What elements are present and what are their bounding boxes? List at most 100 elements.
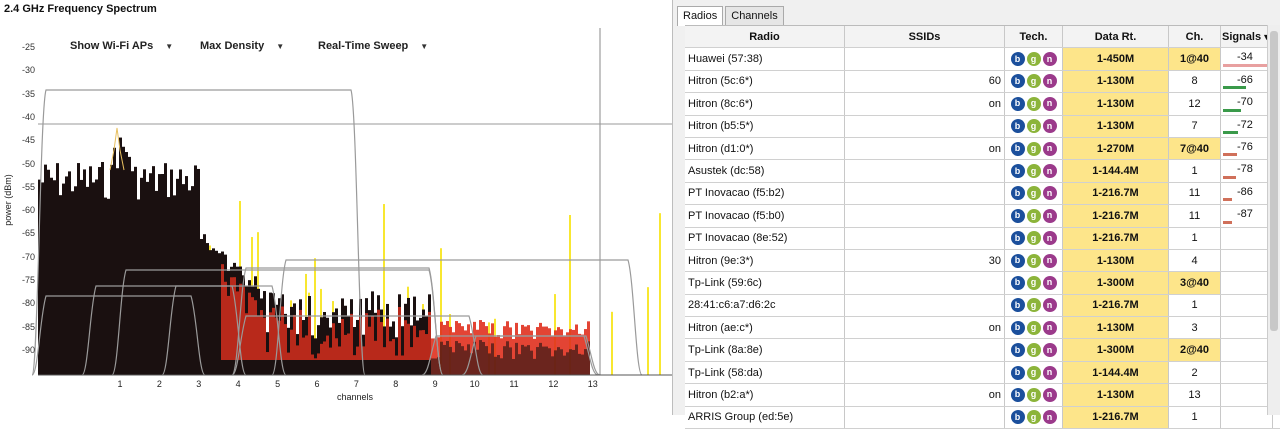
tech-b-badge-icon: b (1010, 253, 1025, 268)
table-row[interactable]: 28:41:c6:a7:d6:2c b g n 1-216.7M 1 (685, 294, 1280, 318)
table-row[interactable]: Hitron (9e:3*) 30 b g n 1-130M 4 (685, 249, 1280, 273)
signal-cell (1221, 361, 1273, 384)
column-header-radio[interactable]: Radio (685, 26, 845, 48)
tech-n-badge-icon: n (1042, 365, 1057, 380)
sort-desc-icon: ▼ (1262, 32, 1271, 42)
column-header-data-rate[interactable]: Data Rt. (1063, 26, 1169, 48)
table-row[interactable]: Huawei (57:38) b g n 1-450M 1@40 -34 (685, 48, 1280, 71)
scrollbar-thumb[interactable] (1270, 31, 1278, 331)
tech-n-badge-icon: n (1042, 74, 1057, 89)
signal-cell (1221, 317, 1273, 339)
table-row[interactable]: PT Inovacao (f5:b2) b g n 1-216.7M 11 -86 (685, 182, 1280, 206)
x-tick-label: 10 (469, 379, 480, 389)
signal-value: -34 (1237, 51, 1253, 64)
tech-g-badge-icon: g (1026, 119, 1041, 134)
tech-n-badge-icon: n (1042, 343, 1057, 358)
density-dropdown[interactable]: Max Density ▼ (200, 40, 284, 52)
table-body: Huawei (57:38) b g n 1-450M 1@40 -34 Hitron (5c… (685, 48, 1280, 429)
table-row[interactable]: Tp-Link (8a:8e) b g n 1-300M 2@40 (685, 339, 1280, 362)
tech-b-badge-icon: b (1010, 298, 1025, 313)
column-header-tech[interactable]: Tech. (1005, 26, 1063, 48)
signal-bar (1223, 198, 1232, 202)
tech-b-badge-icon: b (1010, 164, 1025, 179)
tech-g-badge-icon: g (1026, 164, 1041, 179)
data-rate: 1-216.7M (1063, 294, 1169, 317)
data-rate: 1-216.7M (1063, 205, 1169, 227)
show-wifi-aps-dropdown[interactable]: Show Wi-Fi APs ▼ (70, 40, 173, 52)
radio-name: Hitron (b5:5*) (685, 115, 845, 137)
tab-channels[interactable]: Channels (725, 6, 784, 26)
spectrum-title: 2.4 GHz Frequency Spectrum (4, 3, 157, 15)
vertical-scrollbar[interactable] (1267, 25, 1280, 415)
radio-name: Tp-Link (8a:8e) (685, 339, 845, 361)
tech-g-badge-icon: g (1026, 275, 1041, 290)
column-header-ssids[interactable]: SSIDs (845, 26, 1005, 48)
signal-value: -87 (1237, 208, 1253, 221)
table-row[interactable]: Hitron (b2:a*) on b g n 1-130M 13 (685, 384, 1280, 407)
tech-n-badge-icon: n (1042, 164, 1057, 179)
sweep-dropdown[interactable]: Real-Time Sweep ▼ (318, 40, 428, 52)
table-row[interactable]: Hitron (ae:c*) on b g n 1-130M 3 (685, 317, 1280, 340)
data-rate: 1-144.4M (1063, 160, 1169, 182)
tech-n-badge-icon: n (1042, 387, 1057, 402)
data-rate: 1-300M (1063, 272, 1169, 294)
channel: 3 (1169, 317, 1221, 339)
signal-bar (1223, 153, 1237, 157)
column-header-channel[interactable]: Ch. (1169, 26, 1221, 48)
ssid-cell (845, 48, 1005, 70)
tech-b-badge-icon: b (1010, 320, 1025, 335)
tab-radios[interactable]: Radios (677, 6, 724, 26)
table-row[interactable]: Hitron (d1:0*) on b g n 1-270M 7@40 -76 (685, 137, 1280, 161)
spectrum-plot[interactable] (0, 0, 672, 415)
tech-g-badge-icon: g (1026, 365, 1041, 380)
tech-g-badge-icon: g (1026, 96, 1041, 111)
signal-cell: -87 (1221, 205, 1273, 227)
channel: 8 (1169, 70, 1221, 93)
table-row[interactable]: Hitron (5c:6*) 60 b g n 1-130M 8 -66 (685, 70, 1280, 94)
y-tick-label: -55 (22, 181, 36, 192)
tech-b-badge-icon: b (1010, 275, 1025, 290)
data-rate: 1-270M (1063, 137, 1169, 160)
tech-b-badge-icon: b (1010, 343, 1025, 358)
column-header-signals[interactable]: Signals▼ (1221, 26, 1273, 48)
x-tick-label: 13 (587, 379, 598, 389)
tech-n-badge-icon: n (1042, 141, 1057, 156)
radio-name: Tp-Link (59:6c) (685, 272, 845, 294)
table-row[interactable]: Hitron (8c:6*) on b g n 1-130M 12 -70 (685, 93, 1280, 116)
radio-name: 28:41:c6:a7:d6:2c (685, 294, 845, 317)
signal-cell (1221, 294, 1273, 317)
y-tick-label: -85 (22, 321, 36, 332)
table-row[interactable]: Asustek (dc:58) b g n 1-144.4M 1 -78 (685, 160, 1280, 183)
tech-g-badge-icon: g (1026, 231, 1041, 246)
tech-b-badge-icon: b (1010, 52, 1025, 67)
radio-name: Hitron (ae:c*) (685, 317, 845, 339)
radio-name: Hitron (8c:6*) (685, 93, 845, 115)
table-row[interactable]: Hitron (b5:5*) b g n 1-130M 7 -72 (685, 115, 1280, 138)
table-row[interactable]: Tp-Link (58:da) b g n 1-144.4M 2 (685, 361, 1280, 385)
tech-n-badge-icon: n (1042, 253, 1057, 268)
channel: 7 (1169, 115, 1221, 137)
tech-g-badge-icon: g (1026, 387, 1041, 402)
signal-bar (1223, 130, 1238, 134)
x-tick-label: 2 (156, 379, 162, 389)
caret-down-icon: ▼ (420, 42, 429, 51)
table-row[interactable]: Tp-Link (59:6c) b g n 1-300M 3@40 (685, 272, 1280, 295)
table-row[interactable]: PT Inovacao (8e:52) b g n 1-216.7M 1 (685, 227, 1280, 250)
table-row[interactable]: PT Inovacao (f5:b0) b g n 1-216.7M 11 -87 (685, 205, 1280, 228)
table-row[interactable]: ARRIS Group (ed:5e) b g n 1-216.7M 1 (685, 406, 1280, 429)
ssid-cell (845, 160, 1005, 182)
tech-b-badge-icon: b (1010, 231, 1025, 246)
caret-down-icon: ▼ (276, 42, 285, 51)
x-axis-label: channels (337, 392, 374, 402)
channel: 4 (1169, 249, 1221, 272)
tech-g-badge-icon: g (1026, 320, 1041, 335)
